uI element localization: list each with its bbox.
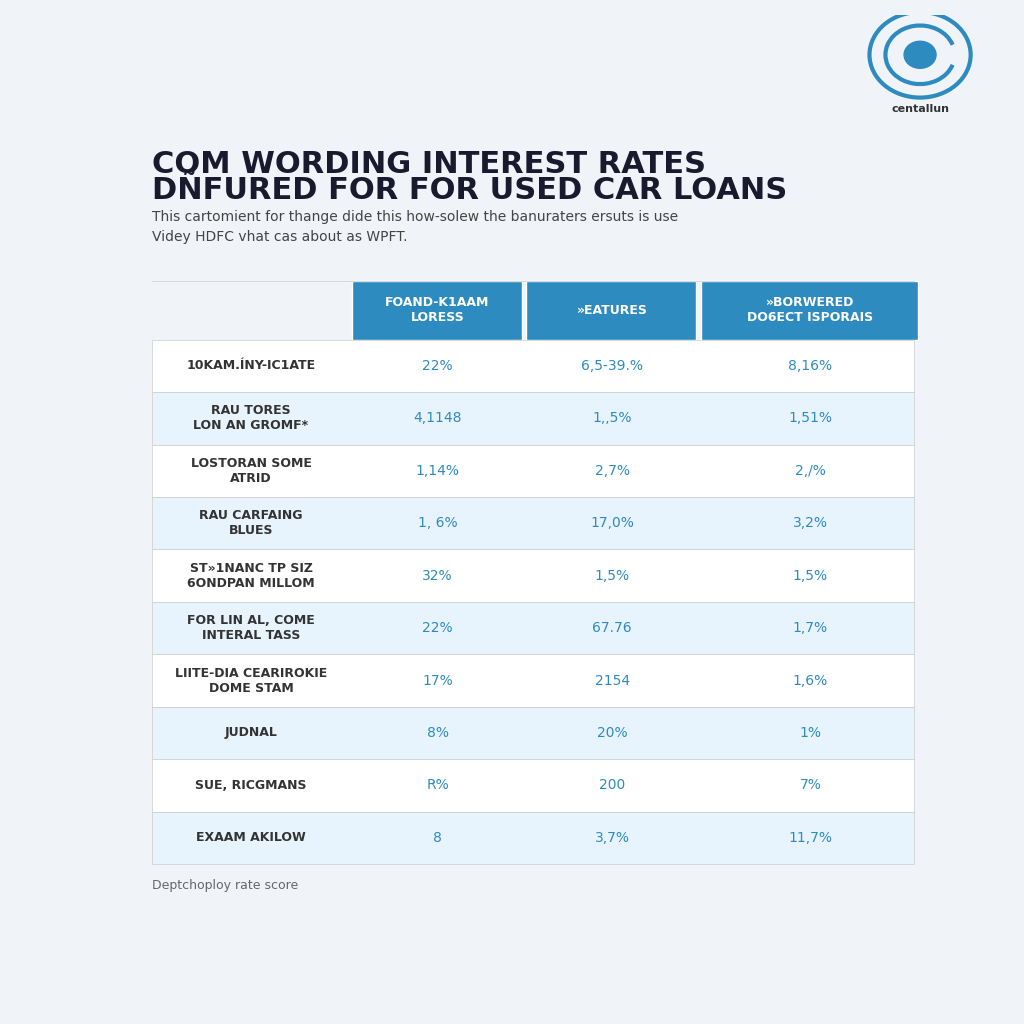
Text: 8%: 8% [427,726,449,740]
FancyBboxPatch shape [152,812,913,864]
FancyBboxPatch shape [152,654,913,707]
Text: 10KAM.ÍNY-IC1ATE: 10KAM.ÍNY-IC1ATE [186,359,315,373]
FancyBboxPatch shape [352,281,521,340]
Text: 17,0%: 17,0% [590,516,634,530]
Text: RAU TORES
LON AN GROMF*: RAU TORES LON AN GROMF* [194,404,308,432]
Text: 20%: 20% [597,726,628,740]
Circle shape [904,41,936,69]
Text: »BORWERED
DO6ECT ISPORAIS: »BORWERED DO6ECT ISPORAIS [748,296,873,325]
Text: 1,6%: 1,6% [793,674,828,687]
FancyBboxPatch shape [152,392,913,444]
Text: 1,,5%: 1,,5% [592,412,632,425]
FancyBboxPatch shape [152,444,913,497]
Text: 4,1148: 4,1148 [414,412,462,425]
Text: 3,7%: 3,7% [595,830,630,845]
Text: ST»1NANC TP SIZ
6ONDPAN MILLOM: ST»1NANC TP SIZ 6ONDPAN MILLOM [187,562,314,590]
Text: 1,7%: 1,7% [793,622,828,635]
Text: 8,16%: 8,16% [788,359,833,373]
Text: Deptchoploy rate score: Deptchoploy rate score [152,879,298,892]
Text: JUDNAL: JUDNAL [224,726,278,739]
Text: 22%: 22% [422,359,453,373]
Text: FOAND-K1AAM
LORESS: FOAND-K1AAM LORESS [385,296,489,325]
Text: 1%: 1% [800,726,821,740]
Text: 1,14%: 1,14% [416,464,460,478]
FancyBboxPatch shape [152,707,913,759]
Text: 1,51%: 1,51% [788,412,833,425]
Text: 1,5%: 1,5% [793,568,828,583]
Text: This cartomient for thange dide this how-solew the banuraters ersuts is use
Vide: This cartomient for thange dide this how… [152,210,678,244]
Text: 2154: 2154 [595,674,630,687]
Text: 8: 8 [433,830,442,845]
Text: 6,5-39.%: 6,5-39.% [581,359,643,373]
FancyBboxPatch shape [152,602,913,654]
Text: 7%: 7% [800,778,821,793]
FancyBboxPatch shape [526,281,696,340]
Text: centallun: centallun [891,104,949,115]
FancyBboxPatch shape [152,497,913,550]
Text: »EATURES: »EATURES [577,304,647,316]
Text: FOR LIN AL, COME
INTERAL TASS: FOR LIN AL, COME INTERAL TASS [187,614,315,642]
Text: SUE, RICGMANS: SUE, RICGMANS [196,779,307,792]
Text: R%: R% [426,778,449,793]
Text: 3,2%: 3,2% [793,516,828,530]
Text: 22%: 22% [422,622,453,635]
Text: 200: 200 [599,778,626,793]
Text: 11,7%: 11,7% [788,830,833,845]
Text: 67.76: 67.76 [592,622,632,635]
Text: 17%: 17% [422,674,453,687]
Text: 2,/%: 2,/% [795,464,826,478]
Text: RAU CARFAING
BLUES: RAU CARFAING BLUES [200,509,303,538]
Text: 1, 6%: 1, 6% [418,516,458,530]
FancyBboxPatch shape [701,281,919,340]
Text: EXAAM AKILOW: EXAAM AKILOW [197,831,306,845]
FancyBboxPatch shape [152,340,913,392]
Text: 2,7%: 2,7% [595,464,630,478]
Text: COM WORDING INTEREST RATES: COM WORDING INTEREST RATES [152,151,706,179]
FancyBboxPatch shape [152,550,913,602]
Text: 32%: 32% [422,568,453,583]
Text: 1,5%: 1,5% [595,568,630,583]
Text: LOSTORAN SOME
ATRID: LOSTORAN SOME ATRID [190,457,311,484]
FancyBboxPatch shape [152,759,913,812]
Text: LIITE-DIA CEARIROKIE
DOME STAM: LIITE-DIA CEARIROKIE DOME STAM [175,667,327,694]
Text: DÑFURED FOR FOR USED CAR LOANS: DÑFURED FOR FOR USED CAR LOANS [152,176,787,206]
